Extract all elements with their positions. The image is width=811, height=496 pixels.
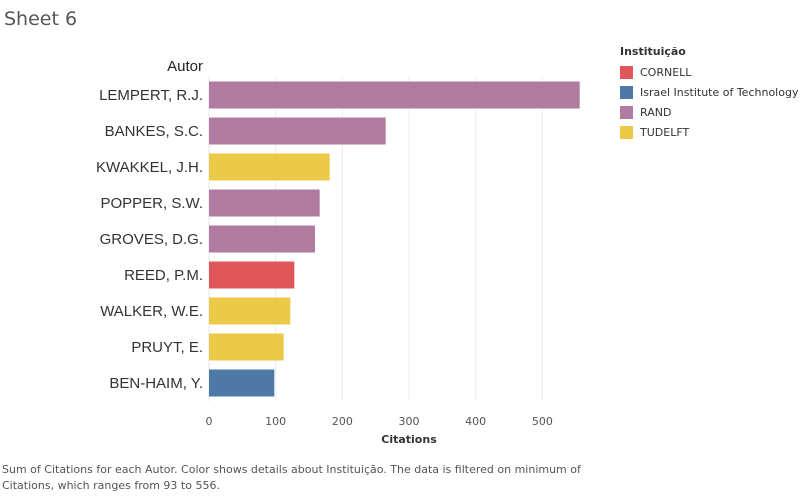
legend-label: TUDELFT xyxy=(640,125,690,139)
x-axis-ticks: 0 100 200 300 400 500 xyxy=(206,415,553,428)
row-label: GROVES, D.G. xyxy=(100,231,203,248)
sheet-title: Sheet 6 xyxy=(4,8,78,30)
row-label: LEMPERT, R.J. xyxy=(99,87,203,104)
legend-swatch xyxy=(620,85,633,99)
bars xyxy=(209,81,580,397)
bar-chart: LEMPERT, R.J. BANKES, S.C. KWAKKEL, J.H. PO… xyxy=(96,58,580,446)
x-axis-title: Citations xyxy=(381,433,437,446)
legend-title: Instituição xyxy=(620,45,686,58)
bar[interactable] xyxy=(209,369,275,397)
legend-swatch xyxy=(620,105,633,119)
legend: Instituição CORNELL Israel Institute of T… xyxy=(620,45,798,142)
bar[interactable] xyxy=(209,81,580,109)
row-label: WALKER, W.E. xyxy=(100,303,203,320)
legend-label: RAND xyxy=(640,105,672,119)
x-tick-label: 300 xyxy=(399,415,420,428)
caption: Sum of Citations for each Autor. Color s… xyxy=(2,463,581,492)
legend-item[interactable]: RAND xyxy=(620,102,798,122)
legend-label: Israel Institute of Technology xyxy=(640,85,799,99)
bar[interactable] xyxy=(209,261,295,289)
row-labels: LEMPERT, R.J. BANKES, S.C. KWAKKEL, J.H. PO… xyxy=(96,87,203,392)
row-label: BANKES, S.C. xyxy=(105,123,203,140)
bar[interactable] xyxy=(209,225,315,253)
row-label: REED, P.M. xyxy=(124,267,203,284)
legend-item[interactable]: CORNELL xyxy=(620,62,798,82)
bar[interactable] xyxy=(209,153,330,181)
row-label: PRUYT, E. xyxy=(131,339,203,356)
legend-items: CORNELL Israel Institute of Technology RAN… xyxy=(620,62,798,142)
x-tick-label: 0 xyxy=(206,415,213,428)
legend-swatch xyxy=(620,125,633,139)
bar[interactable] xyxy=(209,297,291,325)
row-header: Autor xyxy=(167,58,203,75)
legend-label: CORNELL xyxy=(640,65,692,79)
legend-swatch xyxy=(620,65,633,79)
row-label: KWAKKEL, J.H. xyxy=(96,159,203,176)
bar[interactable] xyxy=(209,333,284,361)
x-tick-label: 200 xyxy=(332,415,353,428)
row-label: POPPER, S.W. xyxy=(100,195,203,212)
legend-item[interactable]: TUDELFT xyxy=(620,122,798,142)
bar[interactable] xyxy=(209,117,386,145)
x-tick-label: 500 xyxy=(532,415,553,428)
row-label: BEN-HAIM, Y. xyxy=(109,375,203,392)
x-tick-label: 100 xyxy=(265,415,286,428)
bar[interactable] xyxy=(209,189,320,217)
legend-item[interactable]: Israel Institute of Technology xyxy=(620,82,798,102)
x-tick-label: 400 xyxy=(465,415,486,428)
